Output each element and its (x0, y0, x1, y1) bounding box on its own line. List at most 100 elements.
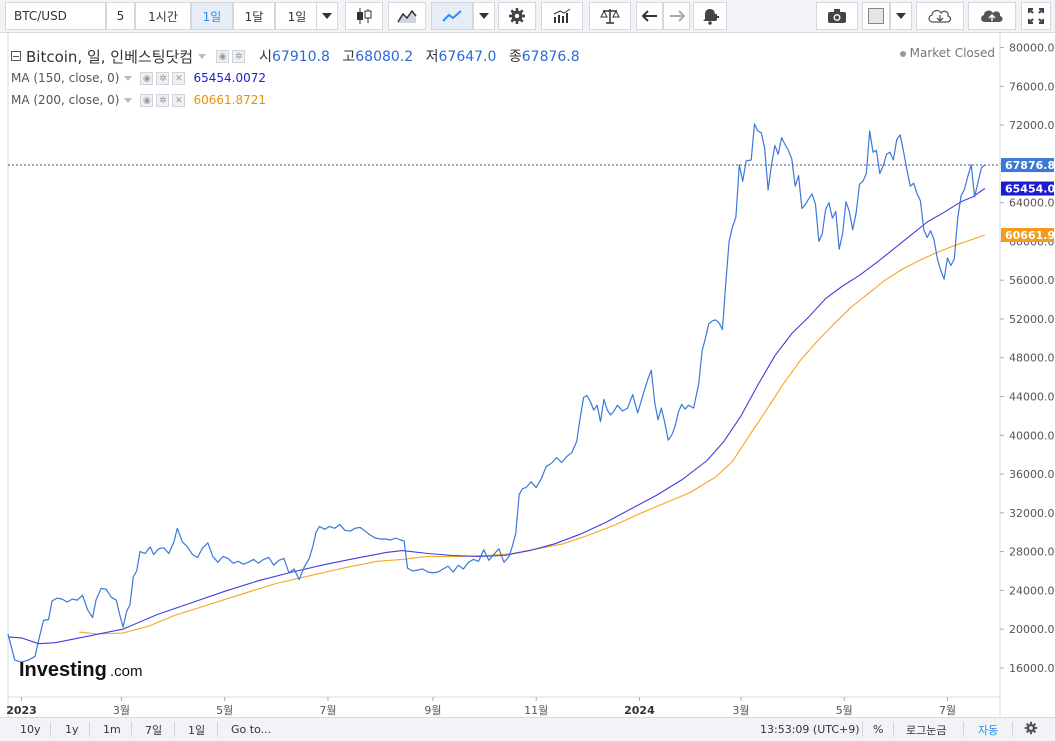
y-tick-label: 36000.0 (1009, 468, 1055, 481)
interval-1d-button[interactable]: 1일 (191, 2, 233, 30)
percent-scale-button[interactable]: % (873, 718, 883, 741)
divider (50, 722, 51, 737)
save-cloud-button[interactable] (968, 2, 1016, 30)
symbol-input[interactable]: BTC/USD (5, 2, 106, 30)
ma200-menu-caret-icon[interactable] (124, 97, 133, 103)
series-line-price (7, 123, 986, 663)
divider (217, 722, 218, 737)
range-1d-label: 1일 (188, 723, 206, 737)
x-tick-label: 9월 (424, 704, 441, 717)
color-swatch-icon (868, 8, 884, 24)
goto-button[interactable]: Go to... (231, 718, 271, 741)
collapse-icon[interactable] (11, 51, 21, 61)
gear-icon (1024, 721, 1038, 738)
legend-ma200-row: MA (200, close, 0) ◉ ✲ ✕ 60661.8721 (11, 89, 580, 111)
y-tick-label: 64000.0 (1009, 197, 1055, 210)
price-tag-ma150-label: 65454.0 (1005, 183, 1055, 196)
goto-label: Go to... (231, 723, 272, 736)
candles-icon (355, 7, 373, 25)
scale-icon (600, 8, 620, 24)
ma150-menu-caret-icon[interactable] (124, 75, 133, 81)
series-menu-caret-icon[interactable] (198, 53, 207, 59)
x-tick-label: 7월 (939, 704, 956, 717)
eye-icon[interactable]: ◉ (216, 49, 230, 63)
x-tick-label: 7월 (319, 704, 336, 717)
divider (89, 722, 90, 737)
interval-input-label: 5 (116, 9, 125, 23)
fullscreen-button[interactable] (1021, 2, 1051, 30)
log-scale-button[interactable]: 로그눈금 (906, 718, 946, 741)
price-tag-ma150 (1001, 181, 1054, 196)
range-1m-button[interactable]: 1m (103, 718, 121, 741)
range-10y-button[interactable]: 10y (20, 718, 41, 741)
chart-style-dropdown[interactable] (473, 2, 495, 30)
x-tick-label: 11월 (524, 704, 548, 717)
settings-small-icon[interactable]: ✲ (156, 93, 170, 107)
status-dot-icon (899, 50, 906, 57)
close-icon[interactable]: ✕ (172, 93, 186, 107)
interval-1h-button[interactable]: 1시간 (135, 2, 191, 30)
snapshot-button[interactable] (816, 2, 858, 30)
eye-icon[interactable]: ◉ (140, 71, 154, 85)
color-button[interactable] (862, 2, 890, 30)
fullscreen-icon (1028, 8, 1044, 24)
interval-1mo-button[interactable]: 1달 (233, 2, 275, 30)
price-tag-last-label: 67876.8 (1005, 159, 1055, 172)
indicators-button[interactable] (541, 2, 583, 30)
x-tick-label: 3월 (113, 704, 130, 717)
alert-button[interactable] (693, 2, 727, 30)
settings-small-icon[interactable]: ✲ (232, 49, 246, 63)
bottom-toolbar: 10y 1y 1m 7일 1일 Go to... 13:53:09 (UTC+9… (0, 717, 1055, 741)
interval-custom-button[interactable]: 1일 (275, 2, 319, 30)
range-1d-button[interactable]: 1일 (188, 718, 205, 741)
market-status-text: Market Closed (909, 46, 995, 60)
area-style-button[interactable] (388, 2, 426, 30)
close-label: 종 (508, 49, 522, 65)
range-7d-label: 7일 (145, 723, 163, 737)
divider (1012, 722, 1013, 737)
settings-small-icon[interactable]: ✲ (156, 71, 170, 85)
chart-settings-button[interactable] (1024, 718, 1038, 741)
open-value: 67910.8 (272, 49, 330, 65)
redo-icon (669, 9, 685, 23)
y-tick-label: 72000.0 (1009, 119, 1055, 132)
candles-style-button[interactable] (345, 2, 383, 30)
interval-input[interactable]: 5 (106, 2, 135, 30)
settings-button[interactable] (498, 2, 536, 30)
line-style-button[interactable] (431, 2, 473, 30)
ohlc-values: 시67910.8 고68080.2 저67647.0 종67876.8 (251, 46, 580, 66)
interval-1mo-label: 1달 (244, 9, 264, 24)
price-tag-ma200 (1001, 227, 1054, 242)
y-tick-label: 32000.0 (1009, 507, 1055, 520)
divider (131, 722, 132, 737)
time-axis: 2023 3월 5월 7월 9월 11월 2024 3월 5월 7월 (6, 697, 956, 717)
x-tick-label: 3월 (732, 704, 749, 717)
chevron-down-icon (479, 13, 489, 19)
compare-button[interactable] (589, 2, 631, 30)
cloud-download-icon (927, 7, 953, 25)
close-icon[interactable]: ✕ (172, 71, 186, 85)
auto-scale-button[interactable]: 자동 (978, 718, 998, 741)
color-dropdown[interactable] (890, 2, 912, 30)
eye-icon[interactable]: ◉ (140, 93, 154, 107)
cloud-upload-icon (979, 7, 1005, 25)
interval-dropdown-button[interactable] (316, 2, 338, 30)
series-line-ma200 (79, 234, 985, 635)
chevron-down-icon (896, 13, 906, 19)
undo-button[interactable] (636, 2, 663, 30)
camera-icon (827, 8, 847, 24)
chart-area[interactable]: 16000.0 20000.0 24000.0 28000.0 32000.0 36000… (0, 33, 1055, 717)
log-label: 로그눈금 (906, 723, 947, 737)
interval-1h-label: 1시간 (148, 9, 178, 24)
open-label: 시 (259, 49, 273, 65)
chart-series (7, 123, 1000, 663)
range-7d-button[interactable]: 7일 (145, 718, 162, 741)
redo-button[interactable] (663, 2, 690, 30)
bell-plus-icon (701, 7, 719, 25)
divider (174, 722, 175, 737)
plot-background (8, 33, 1000, 717)
load-cloud-button[interactable] (916, 2, 964, 30)
price-chart[interactable]: 16000.0 20000.0 24000.0 28000.0 32000.0 36000… (0, 33, 1055, 717)
range-1y-button[interactable]: 1y (65, 718, 79, 741)
interval-custom-label: 1일 (287, 9, 307, 24)
